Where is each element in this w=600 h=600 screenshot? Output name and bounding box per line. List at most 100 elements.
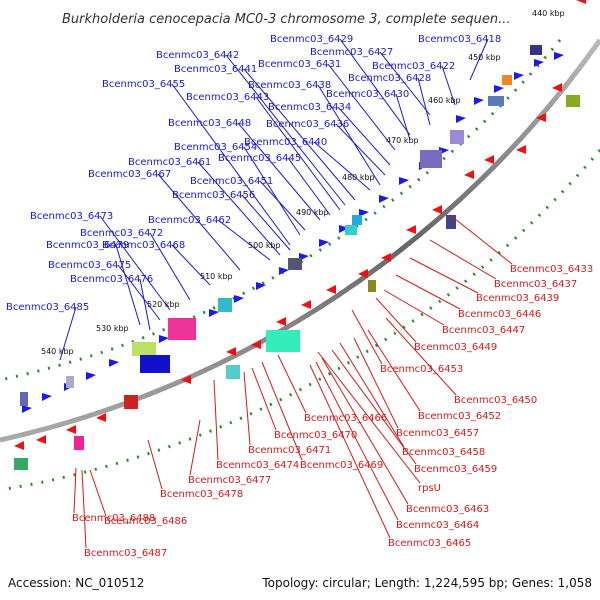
reverse-gene-label[interactable]: Bcenmc03_6469: [300, 460, 383, 471]
reverse-gene-label[interactable]: Bcenmc03_6459: [414, 464, 497, 475]
forward-gene-label[interactable]: Bcenmc03_6431: [258, 59, 341, 70]
reverse-gene-label[interactable]: rpsU: [418, 483, 441, 494]
reverse-leader-line: [383, 289, 445, 326]
reverse-gene-label[interactable]: Bcenmc03_6458: [402, 447, 485, 458]
reverse-gene-arrow: [226, 347, 236, 356]
reverse-gene-label[interactable]: Bcenmc03_6477: [188, 475, 271, 486]
forward-leader-line: [379, 51, 431, 116]
reverse-gene-label[interactable]: Bcenmc03_6474: [216, 460, 299, 471]
forward-gene-label[interactable]: Bcenmc03_6436: [266, 119, 349, 130]
forward-gene-label[interactable]: Bcenmc03_6485: [6, 302, 89, 313]
forward-gene-label[interactable]: Bcenmc03_6454: [174, 142, 257, 153]
forward-feature-box: [66, 376, 74, 388]
forward-gene-label[interactable]: Bcenmc03_6441: [174, 64, 257, 75]
forward-gene-label[interactable]: Bcenmc03_6442: [156, 50, 239, 61]
forward-gene-label[interactable]: Bcenmc03_6430: [326, 89, 409, 100]
forward-leader-line: [255, 96, 341, 211]
reverse-gene-label[interactable]: Bcenmc03_6470: [274, 430, 357, 441]
reverse-gene-arrow: [406, 225, 416, 234]
forward-gene-label[interactable]: Bcenmc03_6418: [418, 34, 501, 45]
tick-label: 470 kbp: [386, 136, 419, 145]
forward-gene-arrow: [399, 177, 409, 185]
reverse-leader-line: [147, 439, 163, 490]
forward-gene-arrow: [42, 393, 52, 401]
reverse-leader-line: [429, 239, 497, 280]
reverse-leader-line: [189, 419, 201, 476]
forward-gene-label[interactable]: Bcenmc03_6434: [268, 102, 351, 113]
forward-gene-label[interactable]: Bcenmc03_6445: [218, 153, 301, 164]
reverse-gene-label[interactable]: Bcenmc03_6464: [396, 520, 479, 531]
forward-leader-line: [339, 38, 411, 136]
forward-gene-label[interactable]: Bcenmc03_6438: [248, 80, 331, 91]
forward-gene-label[interactable]: Bcenmc03_6429: [270, 34, 353, 45]
forward-gene-label[interactable]: Bcenmc03_6440: [244, 137, 327, 148]
reverse-feature-box: [266, 330, 300, 352]
forward-gene-label[interactable]: Bcenmc03_6456: [172, 190, 255, 201]
forward-gene-label[interactable]: Bcenmc03_6476: [70, 274, 153, 285]
forward-gene-label[interactable]: Bcenmc03_6462: [148, 215, 231, 226]
forward-gene-arrow: [319, 239, 329, 247]
forward-gene-label[interactable]: Bcenmc03_6451: [190, 176, 273, 187]
tick-label: 500 kbp: [248, 241, 281, 250]
forward-gene-label[interactable]: Bcenmc03_6422: [372, 61, 455, 72]
forward-gene-label[interactable]: Bcenmc03_6473: [30, 211, 113, 222]
reverse-gene-label[interactable]: Bcenmc03_6453: [380, 364, 463, 375]
reverse-gene-arrow: [96, 413, 106, 422]
reverse-leader-line: [73, 467, 77, 514]
forward-leader-line: [157, 173, 241, 271]
forward-gene-arrow: [456, 115, 466, 123]
forward-leader-line: [99, 215, 171, 311]
forward-feature-box: [140, 355, 170, 373]
reverse-gene-label[interactable]: Bcenmc03_6465: [388, 538, 471, 549]
reverse-gene-label[interactable]: Bcenmc03_6449: [414, 342, 497, 353]
reverse-leader-line: [409, 257, 479, 294]
forward-gene-arrow: [109, 359, 119, 367]
reverse-feature-box: [124, 395, 138, 409]
reverse-gene-label[interactable]: Bcenmc03_6457: [396, 428, 479, 439]
reverse-gene-label[interactable]: Bcenmc03_6478: [160, 489, 243, 500]
forward-leader-line: [441, 65, 456, 106]
reverse-gene-arrow: [381, 253, 391, 262]
chromosome-backbone: [0, 38, 600, 443]
outer-dotted-ring: [0, 39, 562, 382]
forward-gene-label[interactable]: Bcenmc03_6467: [88, 169, 171, 180]
reverse-leader-line: [277, 354, 307, 414]
forward-gene-label[interactable]: Bcenmc03_6427: [310, 47, 393, 58]
reverse-gene-label[interactable]: Bcenmc03_6486: [104, 516, 187, 527]
reverse-gene-label[interactable]: Bcenmc03_6488: [72, 513, 155, 524]
reverse-gene-label[interactable]: Bcenmc03_6433: [510, 264, 593, 275]
reverse-leader-line: [321, 357, 409, 505]
map-title: Burkholderia cenocepacia MC0-3 chromosom…: [62, 12, 510, 27]
forward-gene-labels: Bcenmc03_6418Bcenmc03_6422Bcenmc03_6427B…: [6, 34, 501, 361]
reverse-leader-line: [213, 379, 219, 461]
forward-gene-label[interactable]: Bcenmc03_6468: [102, 240, 185, 251]
reverse-gene-label[interactable]: Bcenmc03_6439: [476, 293, 559, 304]
reverse-gene-label[interactable]: Bcenmc03_6447: [442, 325, 525, 336]
reverse-gene-label[interactable]: Bcenmc03_6450: [454, 395, 537, 406]
reverse-gene-label[interactable]: Bcenmc03_6471: [248, 445, 331, 456]
forward-gene-label[interactable]: Bcenmc03_6479: [46, 240, 129, 251]
reverse-gene-label[interactable]: Bcenmc03_6487: [84, 548, 167, 559]
forward-gene-label[interactable]: Bcenmc03_6475: [48, 260, 131, 271]
forward-gene-label[interactable]: Bcenmc03_6428: [348, 73, 431, 84]
forward-leader-line: [469, 38, 489, 81]
tick-label: 490 kbp: [296, 208, 329, 217]
forward-gene-label[interactable]: Bcenmc03_6455: [102, 79, 185, 90]
forward-gene-label[interactable]: Bcenmc03_6443: [186, 92, 269, 103]
forward-gene-label[interactable]: Bcenmc03_6461: [128, 157, 211, 168]
reverse-gene-label[interactable]: Bcenmc03_6466: [304, 413, 387, 424]
reverse-gene-label[interactable]: Bcenmc03_6452: [418, 411, 501, 422]
reverse-gene-arrow: [326, 285, 336, 294]
forward-feature-box: [345, 225, 357, 235]
reverse-gene-label[interactable]: Bcenmc03_6437: [494, 279, 577, 290]
forward-gene-arrow: [534, 59, 544, 67]
reverse-gene-arrow: [516, 145, 526, 154]
forward-gene-label[interactable]: Bcenmc03_6448: [168, 118, 251, 129]
reverse-gene-label[interactable]: Bcenmc03_6446: [458, 309, 541, 320]
reverse-gene-label[interactable]: Bcenmc03_6463: [406, 504, 489, 515]
reverse-gene-arrow: [66, 425, 76, 434]
reverse-leader-line: [331, 349, 417, 465]
forward-gene-label[interactable]: Bcenmc03_6472: [80, 228, 163, 239]
